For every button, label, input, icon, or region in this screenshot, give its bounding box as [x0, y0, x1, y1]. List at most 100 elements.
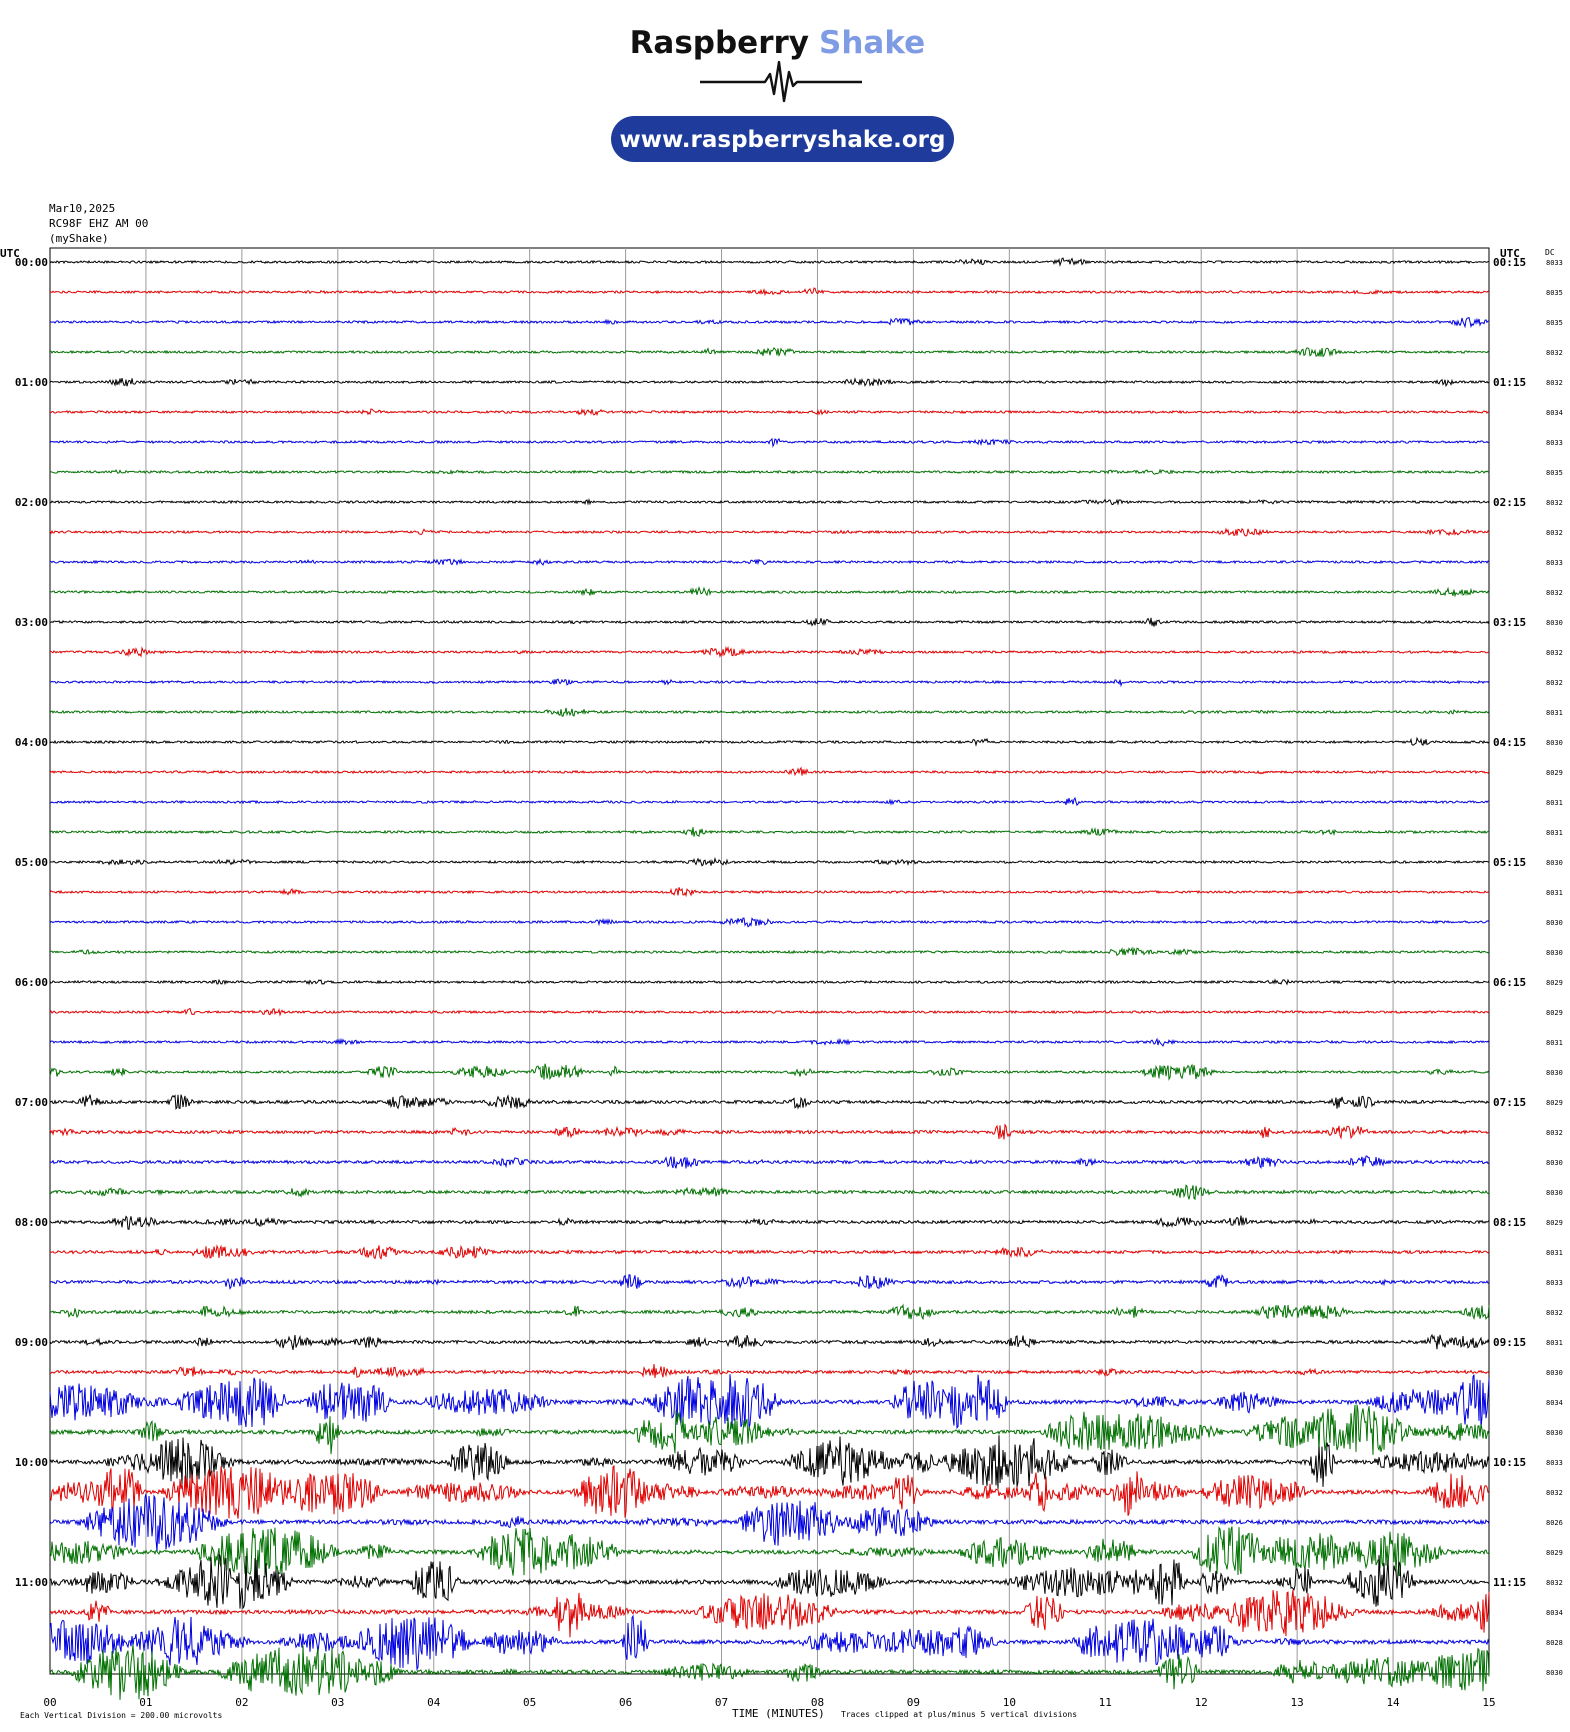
dc-label: 8032 — [1546, 1579, 1563, 1587]
trace-line — [49, 1435, 1490, 1489]
dc-label: 8029 — [1546, 1099, 1563, 1107]
website-url-pill[interactable] — [611, 116, 954, 162]
left-time-label: 07:00 — [15, 1096, 48, 1109]
trace-line — [49, 978, 1490, 986]
header-station: RC98F EHZ AM 00 — [49, 217, 148, 230]
x-tick-label: 08 — [811, 1696, 824, 1709]
left-time-labels: 00:00 01:00 02:00 03:00 04:00 05:00 06:00 07:00… — [15, 256, 48, 1589]
dc-label: 8034 — [1546, 1399, 1563, 1407]
trace-line — [49, 1007, 1490, 1017]
dc-label: 8035 — [1546, 289, 1563, 297]
x-tick-label: 10 — [1003, 1696, 1016, 1709]
dc-label: 8032 — [1546, 1309, 1563, 1317]
raspberry-shake-logo: Raspberry Shake www.raspberryshake.org — [611, 25, 954, 162]
trace-line — [49, 316, 1489, 329]
dc-label: 8030 — [1546, 1369, 1563, 1377]
x-tick-label: 12 — [1195, 1696, 1208, 1709]
trace-line — [49, 1063, 1490, 1081]
trace-line — [49, 946, 1490, 957]
dc-label: 8034 — [1546, 409, 1563, 417]
dc-label: 8030 — [1546, 1069, 1563, 1077]
left-time-label: 02:00 — [15, 496, 48, 509]
dc-label: 8034 — [1546, 1609, 1563, 1617]
trace-line — [49, 1526, 1490, 1578]
left-time-label: 11:00 — [15, 1576, 48, 1589]
logo-word-raspberry: Raspberry — [630, 25, 809, 61]
header-network: (myShake) — [49, 232, 109, 245]
trace-line — [49, 1244, 1490, 1260]
dc-label: 8032 — [1546, 589, 1563, 597]
right-time-label: 08:15 — [1493, 1216, 1526, 1229]
trace-line — [49, 1374, 1490, 1430]
trace-line — [49, 736, 1490, 747]
right-time-label: 07:15 — [1493, 1096, 1526, 1109]
left-axis-title: UTC — [0, 247, 20, 260]
logo-word-shake: Shake — [819, 25, 925, 61]
trace-line — [49, 527, 1490, 537]
trace-line — [49, 1333, 1490, 1351]
trace-line — [49, 1303, 1490, 1321]
trace-line — [49, 1274, 1490, 1290]
trace-line — [49, 827, 1490, 838]
x-tick-label: 13 — [1291, 1696, 1304, 1709]
trace-line — [49, 377, 1490, 387]
dc-label: 8030 — [1546, 859, 1563, 867]
left-time-label: 00:00 — [15, 256, 48, 269]
right-time-label: 10:15 — [1493, 1456, 1526, 1469]
dc-label: 8030 — [1546, 919, 1563, 927]
trace-line — [49, 1493, 1490, 1552]
dc-label: 8030 — [1546, 949, 1563, 957]
x-tick-label: 03 — [331, 1696, 344, 1709]
left-time-label: 10:00 — [15, 1456, 48, 1469]
trace-line — [50, 287, 1490, 297]
trace-line — [49, 1404, 1490, 1455]
trace-line — [49, 1464, 1490, 1519]
dc-label: 8029 — [1546, 979, 1563, 987]
station-header: Mar10,2025 RC98F EHZ AM 00 (myShake) — [49, 202, 148, 245]
dc-label: 8033 — [1546, 1279, 1563, 1287]
dc-label: 8033 — [1546, 439, 1563, 447]
dc-label: 8030 — [1546, 1189, 1563, 1197]
seismogram-logo-icon — [700, 60, 862, 103]
footer-clip-note: Traces clipped at plus/minus 5 vertical … — [841, 1710, 1077, 1719]
right-time-label: 00:15 — [1493, 256, 1526, 269]
trace-line — [49, 1155, 1490, 1169]
trace-line — [49, 1553, 1490, 1610]
trace-line — [49, 1037, 1490, 1047]
vertical-gridlines — [145, 248, 1394, 1674]
dc-label: 8029 — [1546, 1009, 1563, 1017]
trace-line — [49, 766, 1490, 777]
trace-line — [49, 468, 1490, 475]
left-time-label: 04:00 — [15, 736, 48, 749]
right-time-labels: 00:15 01:15 02:15 03:15 04:15 05:15 06:15 07:15… — [1493, 256, 1526, 1589]
x-tick-label: 01 — [139, 1696, 152, 1709]
trace-line — [49, 346, 1490, 358]
trace-line — [49, 1123, 1490, 1140]
website-url-text[interactable]: www.raspberryshake.org — [620, 127, 946, 153]
trace-line — [49, 1184, 1490, 1201]
x-tick-label: 11 — [1099, 1696, 1112, 1709]
dc-label: 8033 — [1546, 559, 1563, 567]
left-time-label: 01:00 — [15, 376, 48, 389]
trace-line — [49, 1094, 1490, 1111]
dc-label: 8030 — [1546, 619, 1563, 627]
x-tick-label: 00 — [43, 1696, 56, 1709]
dc-label: 8031 — [1546, 799, 1563, 807]
x-tick-label: 15 — [1482, 1696, 1495, 1709]
dc-label: 8035 — [1546, 469, 1563, 477]
trace-line — [49, 617, 1490, 627]
trace-line — [49, 407, 1490, 417]
left-time-label: 03:00 — [15, 616, 48, 629]
trace-line — [49, 557, 1490, 566]
dc-label: 8032 — [1546, 1489, 1563, 1497]
dc-label: 8031 — [1546, 1339, 1563, 1347]
trace-line — [49, 917, 1490, 928]
dc-label: 8030 — [1546, 1429, 1563, 1437]
dc-label: 8033 — [1546, 259, 1563, 267]
dc-label: 8031 — [1546, 1039, 1563, 1047]
right-time-label: 11:15 — [1493, 1576, 1526, 1589]
dc-label: 8032 — [1546, 349, 1563, 357]
dc-offset-labels: 8033 8035 8035 8032 8032 8034 8033 8035 8032 8032… — [1546, 259, 1563, 1677]
trace-line — [49, 1589, 1490, 1638]
